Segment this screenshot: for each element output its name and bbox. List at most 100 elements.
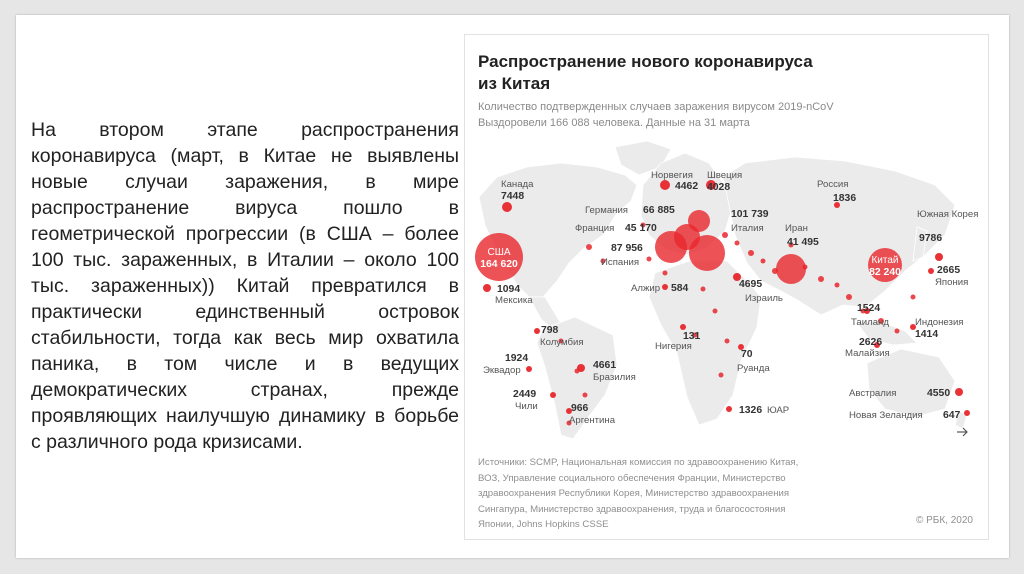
- bubble-rwanda: [738, 344, 744, 350]
- bubble-brazil: [577, 364, 585, 372]
- label-name-germany: Германия: [585, 205, 628, 216]
- label-cases-argentina: 966: [571, 403, 589, 414]
- slide-body-text: На втором этапе распространения коронави…: [31, 119, 459, 453]
- label-name-brazil: Бразилия: [593, 372, 636, 383]
- bubble-ecuador: [526, 366, 532, 372]
- label-name-china: Китай: [871, 255, 898, 266]
- label-name-japan: Япония: [935, 277, 968, 288]
- infographic-panel: Распространение нового коронавируса из К…: [464, 34, 989, 540]
- bubble-colombia: [534, 328, 540, 334]
- label-name-skorea: Южная Корея: [917, 209, 978, 220]
- case-bubbles: [475, 180, 970, 416]
- label-name-usa: США: [487, 247, 510, 258]
- label-name-malaysia: Малайзия: [845, 348, 890, 359]
- label-cases-colombia: 798: [541, 325, 559, 336]
- bubble-norway: [660, 180, 670, 190]
- label-cases-rwanda: 70: [741, 349, 753, 360]
- label-cases-spain: 87 956: [611, 243, 643, 254]
- label-cases-canada: 7448: [501, 191, 524, 202]
- label-name-sweden: Швеция: [707, 170, 742, 181]
- bubble-canada: [502, 202, 512, 212]
- label-cases-sa: 1326: [739, 405, 762, 416]
- label-name-indonesia: Индонезия: [915, 317, 964, 328]
- minor-case-dots: [558, 222, 916, 426]
- label-cases-italy: 101 739: [731, 209, 769, 220]
- label-name-chile: Чили: [515, 401, 538, 412]
- label-cases-algeria: 584: [671, 283, 689, 294]
- bubble-italy: [689, 235, 725, 271]
- label-cases-nz: 647: [943, 410, 961, 421]
- bubble-japan: [928, 268, 934, 274]
- label-name-argentina: Аргентина: [569, 415, 616, 426]
- label-cases-ecuador: 1924: [505, 353, 528, 364]
- label-cases-sweden: 4028: [707, 182, 730, 193]
- infographic-sources: Источники: SCMP, Национальная комиссия п…: [478, 457, 799, 530]
- label-name-norway: Норвегия: [651, 170, 693, 181]
- label-name-australia: Австралия: [849, 388, 896, 399]
- label-cases-skorea: 9786: [919, 233, 942, 244]
- bubble-iran: [776, 254, 806, 284]
- infographic-title: Распространение нового коронавируса из К…: [478, 52, 813, 93]
- label-name-ecuador: Эквадор: [483, 365, 521, 376]
- bubble-spain: [655, 231, 687, 263]
- label-name-spain: Испания: [601, 257, 639, 268]
- japan-landmass: [912, 226, 928, 262]
- europe-landmass: [640, 152, 734, 256]
- bubble-australia: [955, 388, 963, 396]
- arrow-icon: [957, 427, 968, 437]
- label-cases-nigeria: 131: [683, 331, 701, 342]
- infographic-copyright: © РБК, 2020: [915, 515, 973, 526]
- label-name-sa: ЮАР: [767, 405, 789, 416]
- label-name-thailand: Таиланд: [851, 317, 889, 328]
- bubble-skorea: [935, 253, 943, 261]
- bubble-usa: [475, 233, 523, 281]
- label-cases-norway: 4462: [675, 181, 698, 192]
- australia-landmass: [866, 348, 956, 418]
- label-name-russia: Россия: [817, 179, 848, 190]
- bubble-israel: [733, 273, 741, 281]
- label-name-israel: Израиль: [745, 293, 783, 304]
- bubble-china: [868, 248, 902, 282]
- bubble-sweden: [706, 180, 716, 190]
- label-cases-chile: 2449: [513, 389, 536, 400]
- bubble-sa: [726, 406, 732, 412]
- label-cases-indonesia: 1414: [915, 329, 938, 340]
- label-name-nz: Новая Зеландия: [849, 410, 923, 421]
- label-cases-usa: 164 620: [480, 259, 518, 270]
- label-name-algeria: Алжир: [631, 283, 660, 294]
- label-name-colombia: Колумбия: [540, 337, 584, 348]
- label-cases-russia: 1836: [833, 193, 856, 204]
- label-cases-thailand: 1524: [857, 303, 880, 314]
- africa-landmass: [648, 260, 762, 426]
- label-name-mexico: Мексика: [495, 295, 533, 306]
- label-cases-japan: 2665: [937, 265, 960, 276]
- label-cases-mexico: 1094: [497, 284, 520, 295]
- bubble-nz: [964, 410, 970, 416]
- bubble-chile: [550, 392, 556, 398]
- bubble-russia: [834, 202, 840, 208]
- label-name-france: Франция: [575, 223, 614, 234]
- bubble-algeria: [662, 284, 668, 290]
- label-cases-china: 82 240: [869, 267, 901, 278]
- label-name-rwanda: Руанда: [737, 363, 770, 374]
- label-name-italy: Италия: [731, 223, 764, 234]
- south-america-landmass: [536, 316, 618, 440]
- label-cases-malaysia: 2626: [859, 337, 882, 348]
- label-cases-brazil: 4661: [593, 360, 616, 371]
- label-cases-germany: 66 885: [643, 205, 675, 216]
- label-cases-israel: 4695: [739, 279, 762, 290]
- bubble-argentina: [566, 408, 572, 414]
- bubble-malaysia: [874, 342, 880, 348]
- bubble-mexico: [483, 284, 491, 292]
- label-cases-australia: 4550: [927, 388, 950, 399]
- label-name-nigeria: Нигерия: [655, 341, 692, 352]
- label-cases-france: 45 170: [625, 223, 657, 234]
- bubble-nigeria: [680, 324, 686, 330]
- label-cases-iran: 41 495: [787, 237, 819, 248]
- label-name-iran: Иран: [785, 223, 808, 234]
- bubble-indonesia: [910, 324, 916, 330]
- label-name-canada: Канада: [501, 179, 534, 190]
- bubble-thailand: [864, 308, 870, 314]
